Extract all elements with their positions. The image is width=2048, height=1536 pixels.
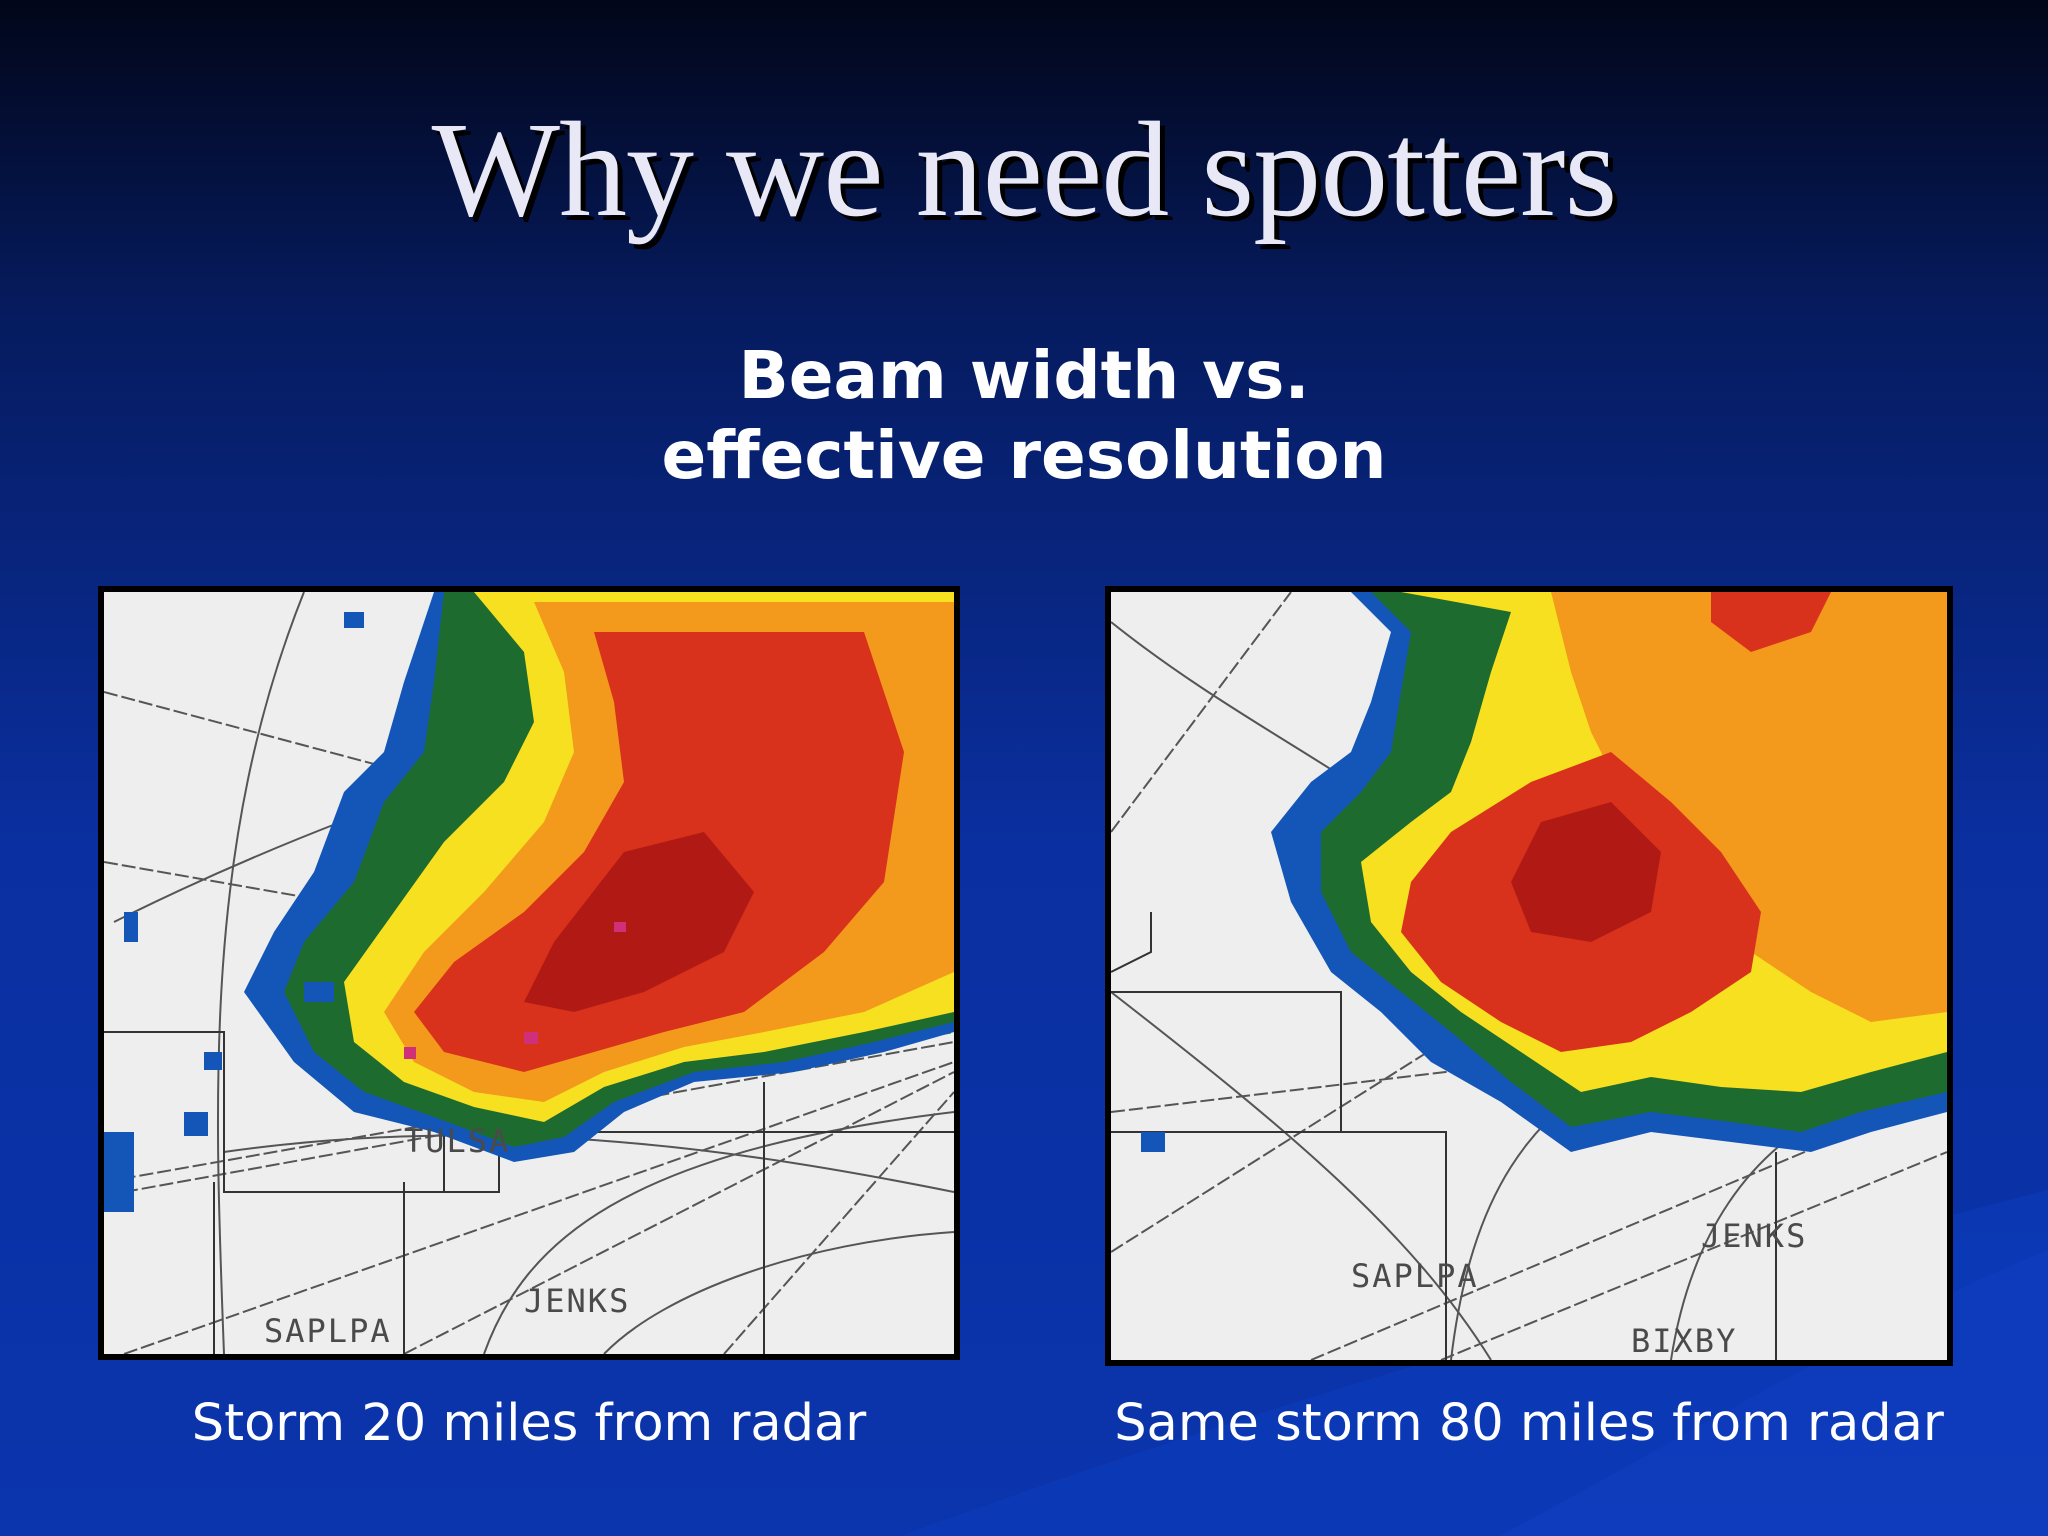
map-label-bixby-far: BIXBY [1631, 1322, 1737, 1360]
storm-echo-far [1141, 592, 1947, 1152]
subtitle-line-1: Beam width vs. [738, 337, 1310, 414]
caption-near-storm: Storm 20 miles from radar [191, 1394, 867, 1453]
slide-title: Why we need spotters [431, 95, 1618, 245]
radar-map-near: TULSA SAPLPA JENKS [104, 592, 954, 1354]
map-label-saplpa-far: SAPLPA [1351, 1257, 1479, 1295]
subtitle-line-2: effective resolution [661, 417, 1387, 494]
slide-subtitle: Beam width vs. effective resolution [0, 336, 2048, 496]
caption-far-storm: Same storm 80 miles from radar [1114, 1394, 1944, 1453]
map-label-tulsa: TULSA [404, 1122, 510, 1160]
storm-echo-near [104, 592, 954, 1212]
map-label-jenks: JENKS [524, 1282, 630, 1320]
map-label-saplpa: SAPLPA [264, 1312, 392, 1350]
radar-map-far: JENKS SAPLPA BIXBY [1111, 592, 1947, 1360]
map-label-jenks-far: JENKS [1701, 1217, 1807, 1255]
radar-image-near: TULSA SAPLPA JENKS [98, 586, 960, 1360]
radar-image-far: JENKS SAPLPA BIXBY [1105, 586, 1953, 1366]
